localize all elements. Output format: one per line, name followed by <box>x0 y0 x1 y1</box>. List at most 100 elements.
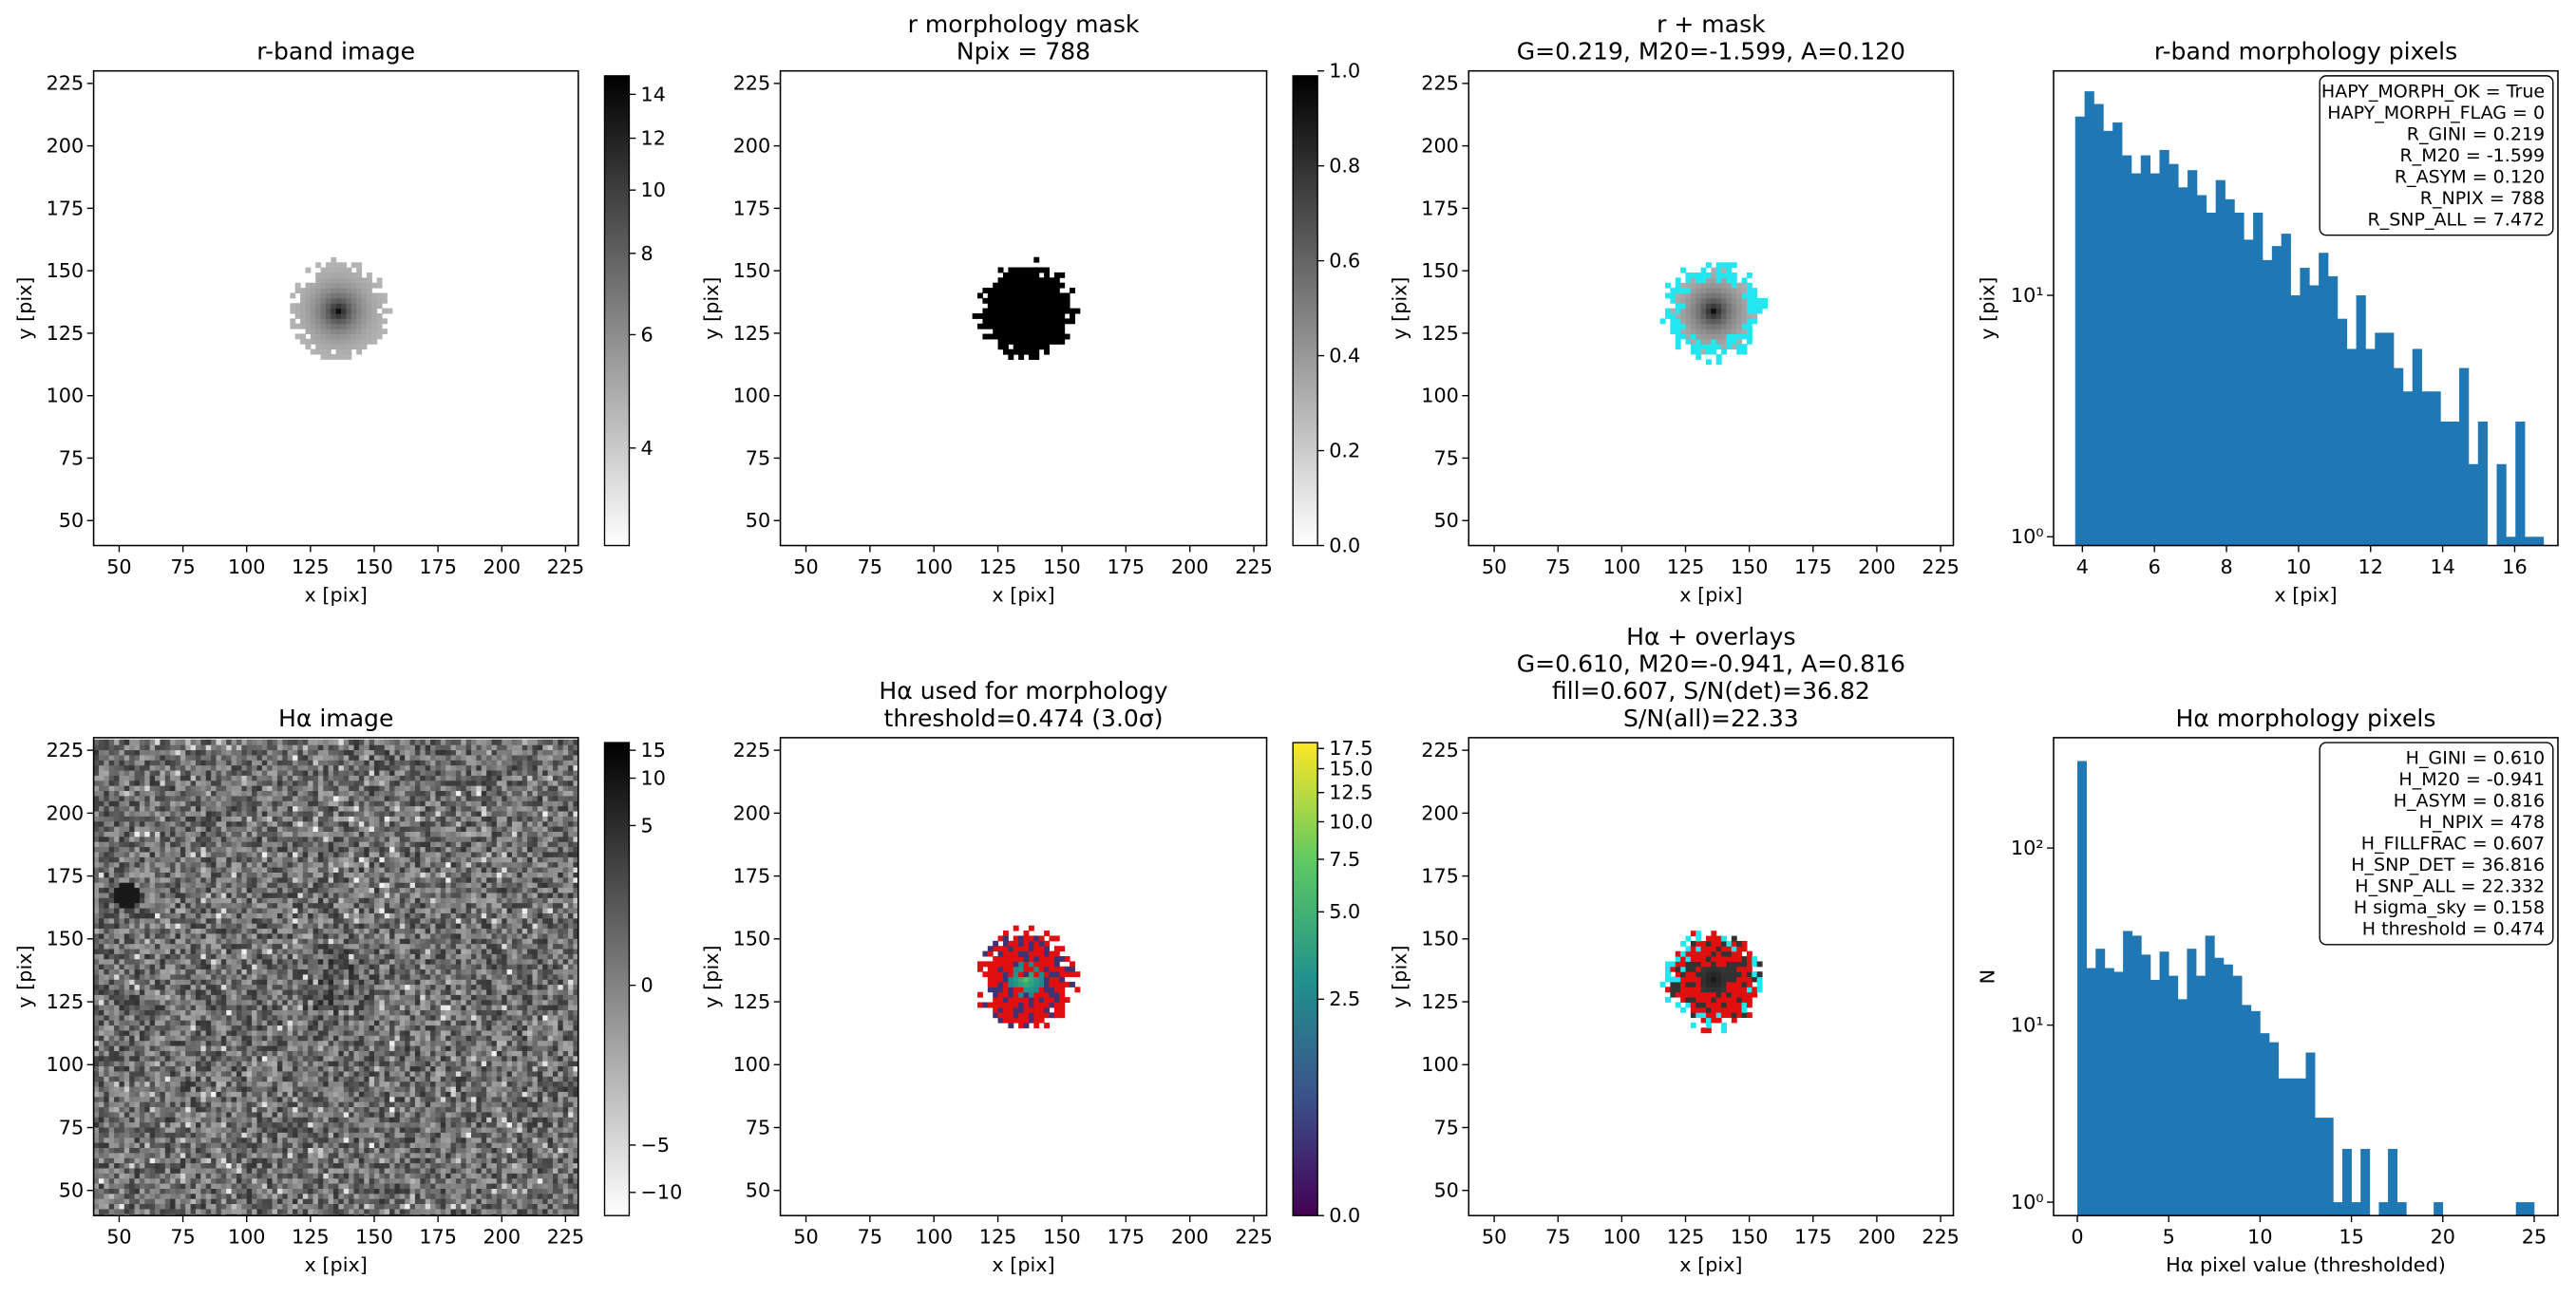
pixel <box>261 928 268 934</box>
pixel <box>272 805 278 812</box>
panel-title: r-band image <box>256 38 415 66</box>
pixel <box>104 841 110 848</box>
pixel <box>241 1061 248 1067</box>
pixel <box>216 882 222 889</box>
pixel <box>108 841 115 848</box>
pixel <box>170 1203 177 1210</box>
pixel <box>1670 297 1676 304</box>
pixel <box>123 1157 130 1164</box>
pixel <box>252 979 257 986</box>
pixel <box>1711 288 1717 294</box>
pixel <box>261 851 268 857</box>
pixel <box>155 973 161 980</box>
pixel <box>190 1111 197 1118</box>
pixel <box>272 749 278 756</box>
pixel <box>196 1009 201 1016</box>
pixel <box>241 1106 248 1113</box>
pixel <box>108 1050 115 1057</box>
pixel <box>200 1126 207 1133</box>
pixel <box>252 1106 257 1113</box>
pixel <box>220 795 227 801</box>
pixel <box>119 764 125 771</box>
pixel <box>160 1106 166 1113</box>
pixel <box>114 1065 120 1072</box>
pixel <box>252 1208 257 1214</box>
pixel <box>119 917 125 924</box>
pixel <box>252 1055 257 1062</box>
pixel <box>261 1137 268 1143</box>
pixel <box>180 1081 186 1087</box>
pixel <box>119 902 125 909</box>
pixel <box>129 851 136 857</box>
pixel <box>246 876 253 883</box>
pixel <box>256 1126 263 1133</box>
pixel <box>164 984 171 990</box>
pixel <box>114 872 120 878</box>
pixel <box>252 1126 257 1133</box>
plot-area <box>972 256 1081 361</box>
pixel <box>267 811 274 817</box>
pixel <box>114 795 120 801</box>
pixel <box>164 1162 171 1169</box>
pixel <box>196 1193 201 1199</box>
pixel <box>231 973 237 980</box>
pixel <box>366 318 372 325</box>
pixel <box>297 958 304 965</box>
pixel <box>216 780 222 786</box>
pixel <box>297 882 304 889</box>
pixel <box>276 973 283 980</box>
pixel <box>155 1096 161 1102</box>
pixel <box>134 882 141 889</box>
pixel <box>287 1061 294 1067</box>
pixel <box>114 867 120 873</box>
colorbar-tick-label: 0.8 <box>1329 155 1360 178</box>
pixel <box>129 1025 136 1031</box>
pixel <box>123 851 130 857</box>
pixel <box>93 1045 100 1051</box>
pixel <box>1721 282 1728 289</box>
pixel <box>272 887 278 894</box>
pixel <box>226 943 233 950</box>
pixel <box>246 1005 253 1010</box>
pixel <box>231 1091 237 1098</box>
pixel <box>200 1070 207 1077</box>
pixel <box>252 785 257 792</box>
pixel <box>220 1096 227 1102</box>
pixel <box>272 872 278 878</box>
pixel <box>272 1152 278 1158</box>
pixel <box>170 1029 177 1036</box>
pixel <box>129 867 136 873</box>
pixel <box>211 1193 218 1199</box>
pixel <box>144 770 151 776</box>
pixel <box>241 928 248 934</box>
pixel <box>114 1061 120 1067</box>
pixel <box>98 943 104 950</box>
pixel <box>104 1065 110 1072</box>
pixel <box>149 795 156 801</box>
pixel <box>144 1029 151 1036</box>
pixel <box>297 1035 304 1042</box>
pixel <box>331 308 337 314</box>
pixel <box>346 292 352 299</box>
pixel <box>261 841 268 848</box>
pixel <box>302 1188 309 1195</box>
pixel <box>1700 303 1707 310</box>
pixel <box>134 897 141 904</box>
pixel <box>144 1213 151 1216</box>
pixel <box>180 943 186 950</box>
pixel <box>293 754 298 761</box>
pixel <box>155 1040 161 1046</box>
pixel <box>261 872 268 878</box>
pixel <box>287 917 294 924</box>
pixel <box>293 1101 298 1108</box>
pixel <box>129 1188 136 1195</box>
pixel <box>149 790 156 797</box>
pixel <box>226 949 233 954</box>
pixel <box>211 846 218 853</box>
pixel <box>341 323 347 329</box>
pixel <box>164 820 171 827</box>
pixel <box>261 1045 268 1051</box>
pixel <box>93 902 100 909</box>
pixel <box>104 1142 110 1148</box>
pixel <box>134 1061 141 1067</box>
